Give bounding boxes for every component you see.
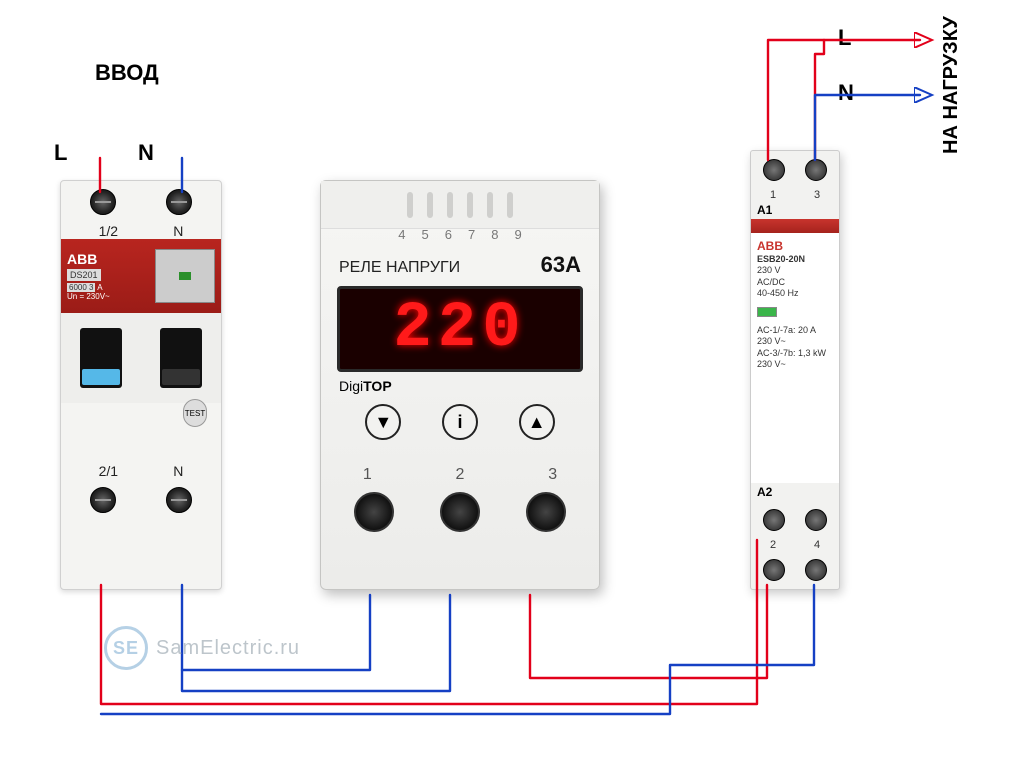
- relay-botnum-1: 1: [363, 466, 372, 484]
- rcbo-test-label: TEST: [185, 409, 205, 418]
- rcbo-brand: ABB: [67, 251, 155, 267]
- cont-a2: A2: [751, 483, 839, 501]
- rcbo-breaking: 6000 3: [67, 283, 95, 292]
- rcbo-lever[interactable]: [80, 328, 122, 388]
- rcbo-terminal-bot-L: [90, 487, 116, 513]
- down-icon: ▼: [374, 412, 392, 433]
- relay-button-info[interactable]: i: [442, 404, 478, 440]
- relay-topnum-4: 4: [398, 227, 405, 242]
- rcbo-A: A: [97, 283, 102, 292]
- relay-topnum-8: 8: [491, 227, 498, 242]
- rcbo-mark-2-1: 2/1: [99, 463, 118, 479]
- cont-term-4: [805, 559, 827, 581]
- relay-terminal-3: [526, 492, 566, 532]
- rcbo-voltage: Un = 230V~: [67, 292, 155, 301]
- cont-term-a2: [763, 509, 785, 531]
- cont-term-1: [763, 159, 785, 181]
- relay-button-down[interactable]: ▼: [365, 404, 401, 440]
- up-icon: ▲: [528, 412, 546, 433]
- cont-spec3: 40-450 Hz: [757, 288, 833, 299]
- cont-spec1: 230 V: [757, 265, 833, 276]
- cont-model: ESB20-20N: [757, 254, 833, 265]
- info-icon: i: [457, 412, 462, 433]
- relay-topnum-7: 7: [468, 227, 475, 242]
- rcbo-lever-2[interactable]: [160, 328, 202, 388]
- relay-topnum-6: 6: [445, 227, 452, 242]
- relay-botnum-3: 3: [548, 466, 557, 484]
- contactor-device: 1 3 A1 ABB ESB20-20N 230 V AC/DC 40-450 …: [750, 150, 840, 590]
- rcbo-terminal-top-N: [166, 189, 192, 215]
- rcbo-model: DS201: [67, 269, 101, 281]
- rcbo-mark-1-2: 1/2: [99, 223, 118, 239]
- rcbo-mark-N-bot: N: [173, 463, 183, 479]
- rcbo-terminal-bot-N: [166, 487, 192, 513]
- relay-brand-bold: TOP: [363, 378, 392, 394]
- watermark: SE SamElectric.ru: [104, 626, 300, 670]
- cont-term-3: [805, 159, 827, 181]
- relay-title: РЕЛЕ НАПРУГИ: [339, 259, 460, 277]
- cont-term-2: [763, 559, 785, 581]
- cont-rating1: AC-1/-7a: 20 A 230 V~: [757, 325, 833, 348]
- rcbo-terminal-top-L: [90, 189, 116, 215]
- cont-brand: ABB: [757, 239, 833, 254]
- output-L: L: [838, 25, 851, 51]
- relay-topnum-9: 9: [514, 227, 521, 242]
- cont-lbl-3: 3: [814, 189, 820, 201]
- relay-terminal-1: [354, 492, 394, 532]
- output-N: N: [838, 80, 854, 106]
- cont-led-icon: [757, 307, 777, 317]
- watermark-text: SamElectric.ru: [156, 637, 300, 660]
- relay-topnum-5: 5: [422, 227, 429, 242]
- voltage-relay-device: 4 5 6 7 8 9 РЕЛЕ НАПРУГИ 63A 220 DigiTOP…: [320, 180, 600, 590]
- relay-amp: 63A: [541, 252, 581, 278]
- cont-lbl-4: 4: [814, 539, 820, 551]
- cont-rating2: AC-3/-7b: 1,3 kW 230 V~: [757, 348, 833, 371]
- load-title: НА НАГРУЗКУ: [940, 14, 963, 154]
- rcbo-device: 1/2 N ABB DS201 6000 3 A Un = 230V~ TEST…: [60, 180, 222, 590]
- cont-spec2: AC/DC: [757, 277, 833, 288]
- input-title: ВВОД: [95, 60, 159, 86]
- relay-botnum-2: 2: [456, 466, 465, 484]
- relay-terminal-2: [440, 492, 480, 532]
- cont-term-a2b: [805, 509, 827, 531]
- cont-a1: A1: [751, 201, 839, 219]
- rcbo-test-button[interactable]: TEST: [183, 399, 207, 427]
- relay-button-up[interactable]: ▲: [519, 404, 555, 440]
- relay-display: 220: [337, 286, 583, 372]
- watermark-badge: SE: [104, 626, 148, 670]
- diagram-canvas: ВВОД L N L N НА НАГРУЗКУ 1/2 N ABB DS201…: [0, 0, 1024, 763]
- rcbo-mark-N-top: N: [173, 223, 183, 239]
- cont-lbl-1: 1: [770, 189, 776, 201]
- input-N: N: [138, 140, 154, 166]
- input-L: L: [54, 140, 67, 166]
- relay-brand-pre: Digi: [339, 378, 363, 394]
- cont-lbl-2: 2: [770, 539, 776, 551]
